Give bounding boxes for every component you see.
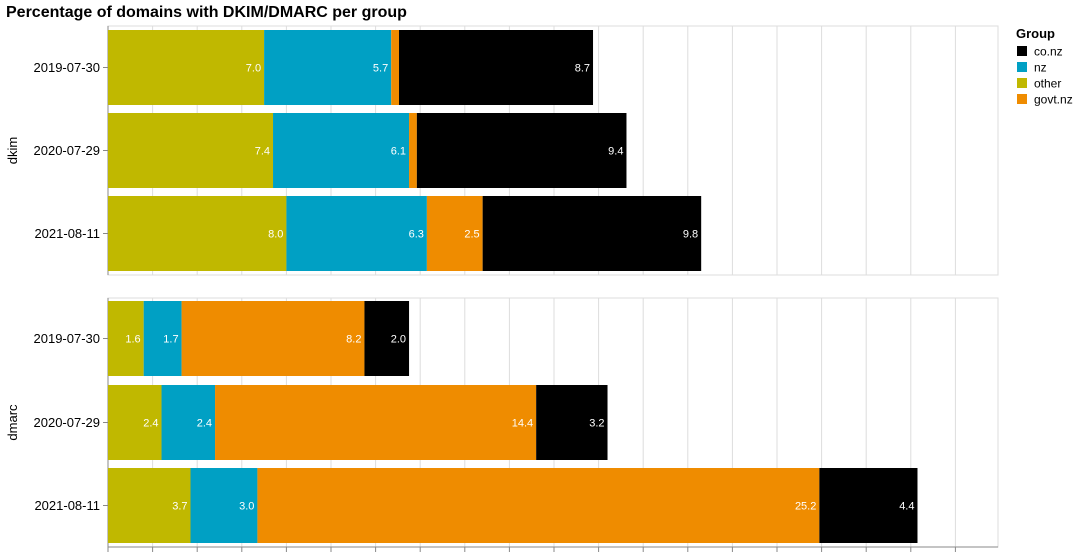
- legend-label-nz: nz: [1034, 61, 1047, 75]
- bar-dkim-govt-nz-0: [391, 30, 400, 105]
- bar-dmarc-other-2: [108, 468, 191, 543]
- bar-value-label: 2.4: [143, 418, 158, 430]
- legend: Group co.nz nz other govt.nz: [1016, 26, 1073, 107]
- bar-dkim-govt-nz-2: [426, 196, 483, 271]
- bar-value-label: 2.4: [197, 418, 212, 430]
- y-tick-label: 2019-07-30: [34, 60, 101, 75]
- bar-dmarc-co-nz-1: [536, 385, 608, 460]
- legend-label-co-nz: co.nz: [1034, 45, 1063, 59]
- bar-dmarc-govt-nz-2: [257, 468, 820, 543]
- legend-swatch-co-nz: [1017, 46, 1027, 56]
- legend-title: Group: [1016, 26, 1055, 41]
- bar-dmarc-co-nz-2: [819, 468, 918, 543]
- bar-value-label: 9.8: [683, 229, 698, 241]
- bar-dkim-nz-1: [273, 113, 410, 188]
- bar-dmarc-govt-nz-1: [215, 385, 537, 460]
- bar-value-label: 3.0: [239, 501, 254, 513]
- facet-label-dkim: dkim: [5, 137, 20, 164]
- plot-area: dkim 2019-07-30 7.0 5.7 8.7 2020-07-29 7.4 6.1 9…: [5, 25, 999, 552]
- facet-dkim: dkim 2019-07-30 7.0 5.7 8.7 2020-07-29 7.4 6.1 9…: [5, 25, 999, 276]
- facet-label-dmarc: dmarc: [5, 404, 20, 441]
- chart-title: Percentage of domains with DKIM/DMARC pe…: [6, 4, 407, 21]
- legend-label-other: other: [1034, 77, 1061, 91]
- bar-dmarc-nz-1: [161, 385, 216, 460]
- legend-swatch-nz: [1017, 62, 1027, 72]
- y-tick-label: 2020-07-29: [34, 143, 101, 158]
- bar-dkim-other-1: [108, 113, 274, 188]
- bar-dkim-govt-nz-1: [409, 113, 417, 188]
- bar-value-label: 8.7: [575, 63, 590, 75]
- bar-value-label: 14.4: [512, 418, 533, 430]
- y-tick-label: 2020-07-29: [34, 415, 101, 430]
- bar-value-label: 3.7: [172, 501, 187, 513]
- legend-label-govt-nz: govt.nz: [1034, 93, 1073, 107]
- legend-swatch-govt-nz: [1017, 94, 1027, 104]
- bar-value-label: 1.6: [125, 334, 140, 346]
- bar-dmarc-nz-0: [143, 301, 182, 376]
- facet-dmarc: dmarc 2019-07-30 1.6 1.7 8.2 2.0 2020-07-29 2.4…: [5, 297, 999, 552]
- bar-value-label: 9.4: [608, 146, 623, 158]
- bar-value-label: 6.3: [409, 229, 424, 241]
- bar-dmarc-other-1: [108, 385, 162, 460]
- bar-dkim-co-nz-1: [416, 113, 627, 188]
- bar-dkim-other-2: [108, 196, 287, 271]
- bar-value-label: 25.2: [795, 501, 816, 513]
- bar-dmarc-govt-nz-0: [181, 301, 365, 376]
- bar-value-label: 6.1: [391, 146, 406, 158]
- bar-value-label: 2.0: [391, 334, 406, 346]
- y-tick-label: 2019-07-30: [34, 331, 101, 346]
- bar-value-label: 8.0: [268, 229, 283, 241]
- bar-value-label: 4.4: [899, 501, 914, 513]
- bar-value-label: 5.7: [373, 63, 388, 75]
- legend-swatch-other: [1017, 78, 1027, 88]
- bar-value-label: 7.4: [255, 146, 270, 158]
- y-tick-label: 2021-08-11: [34, 226, 100, 241]
- bar-dkim-co-nz-2: [482, 196, 702, 271]
- bar-dmarc-nz-2: [190, 468, 258, 543]
- bar-dmarc-co-nz-0: [364, 301, 410, 376]
- bar-dkim-other-0: [108, 30, 265, 105]
- bar-value-label: 7.0: [246, 63, 261, 75]
- bar-value-label: 8.2: [346, 334, 361, 346]
- bar-value-label: 3.2: [589, 418, 604, 430]
- y-tick-label: 2021-08-11: [34, 498, 100, 513]
- bar-value-label: 1.7: [163, 334, 178, 346]
- bar-dkim-nz-2: [286, 196, 427, 271]
- bar-dmarc-other-0: [108, 301, 144, 376]
- bar-dkim-co-nz-0: [399, 30, 594, 105]
- bar-dkim-nz-0: [264, 30, 392, 105]
- bar-value-label: 2.5: [464, 229, 479, 241]
